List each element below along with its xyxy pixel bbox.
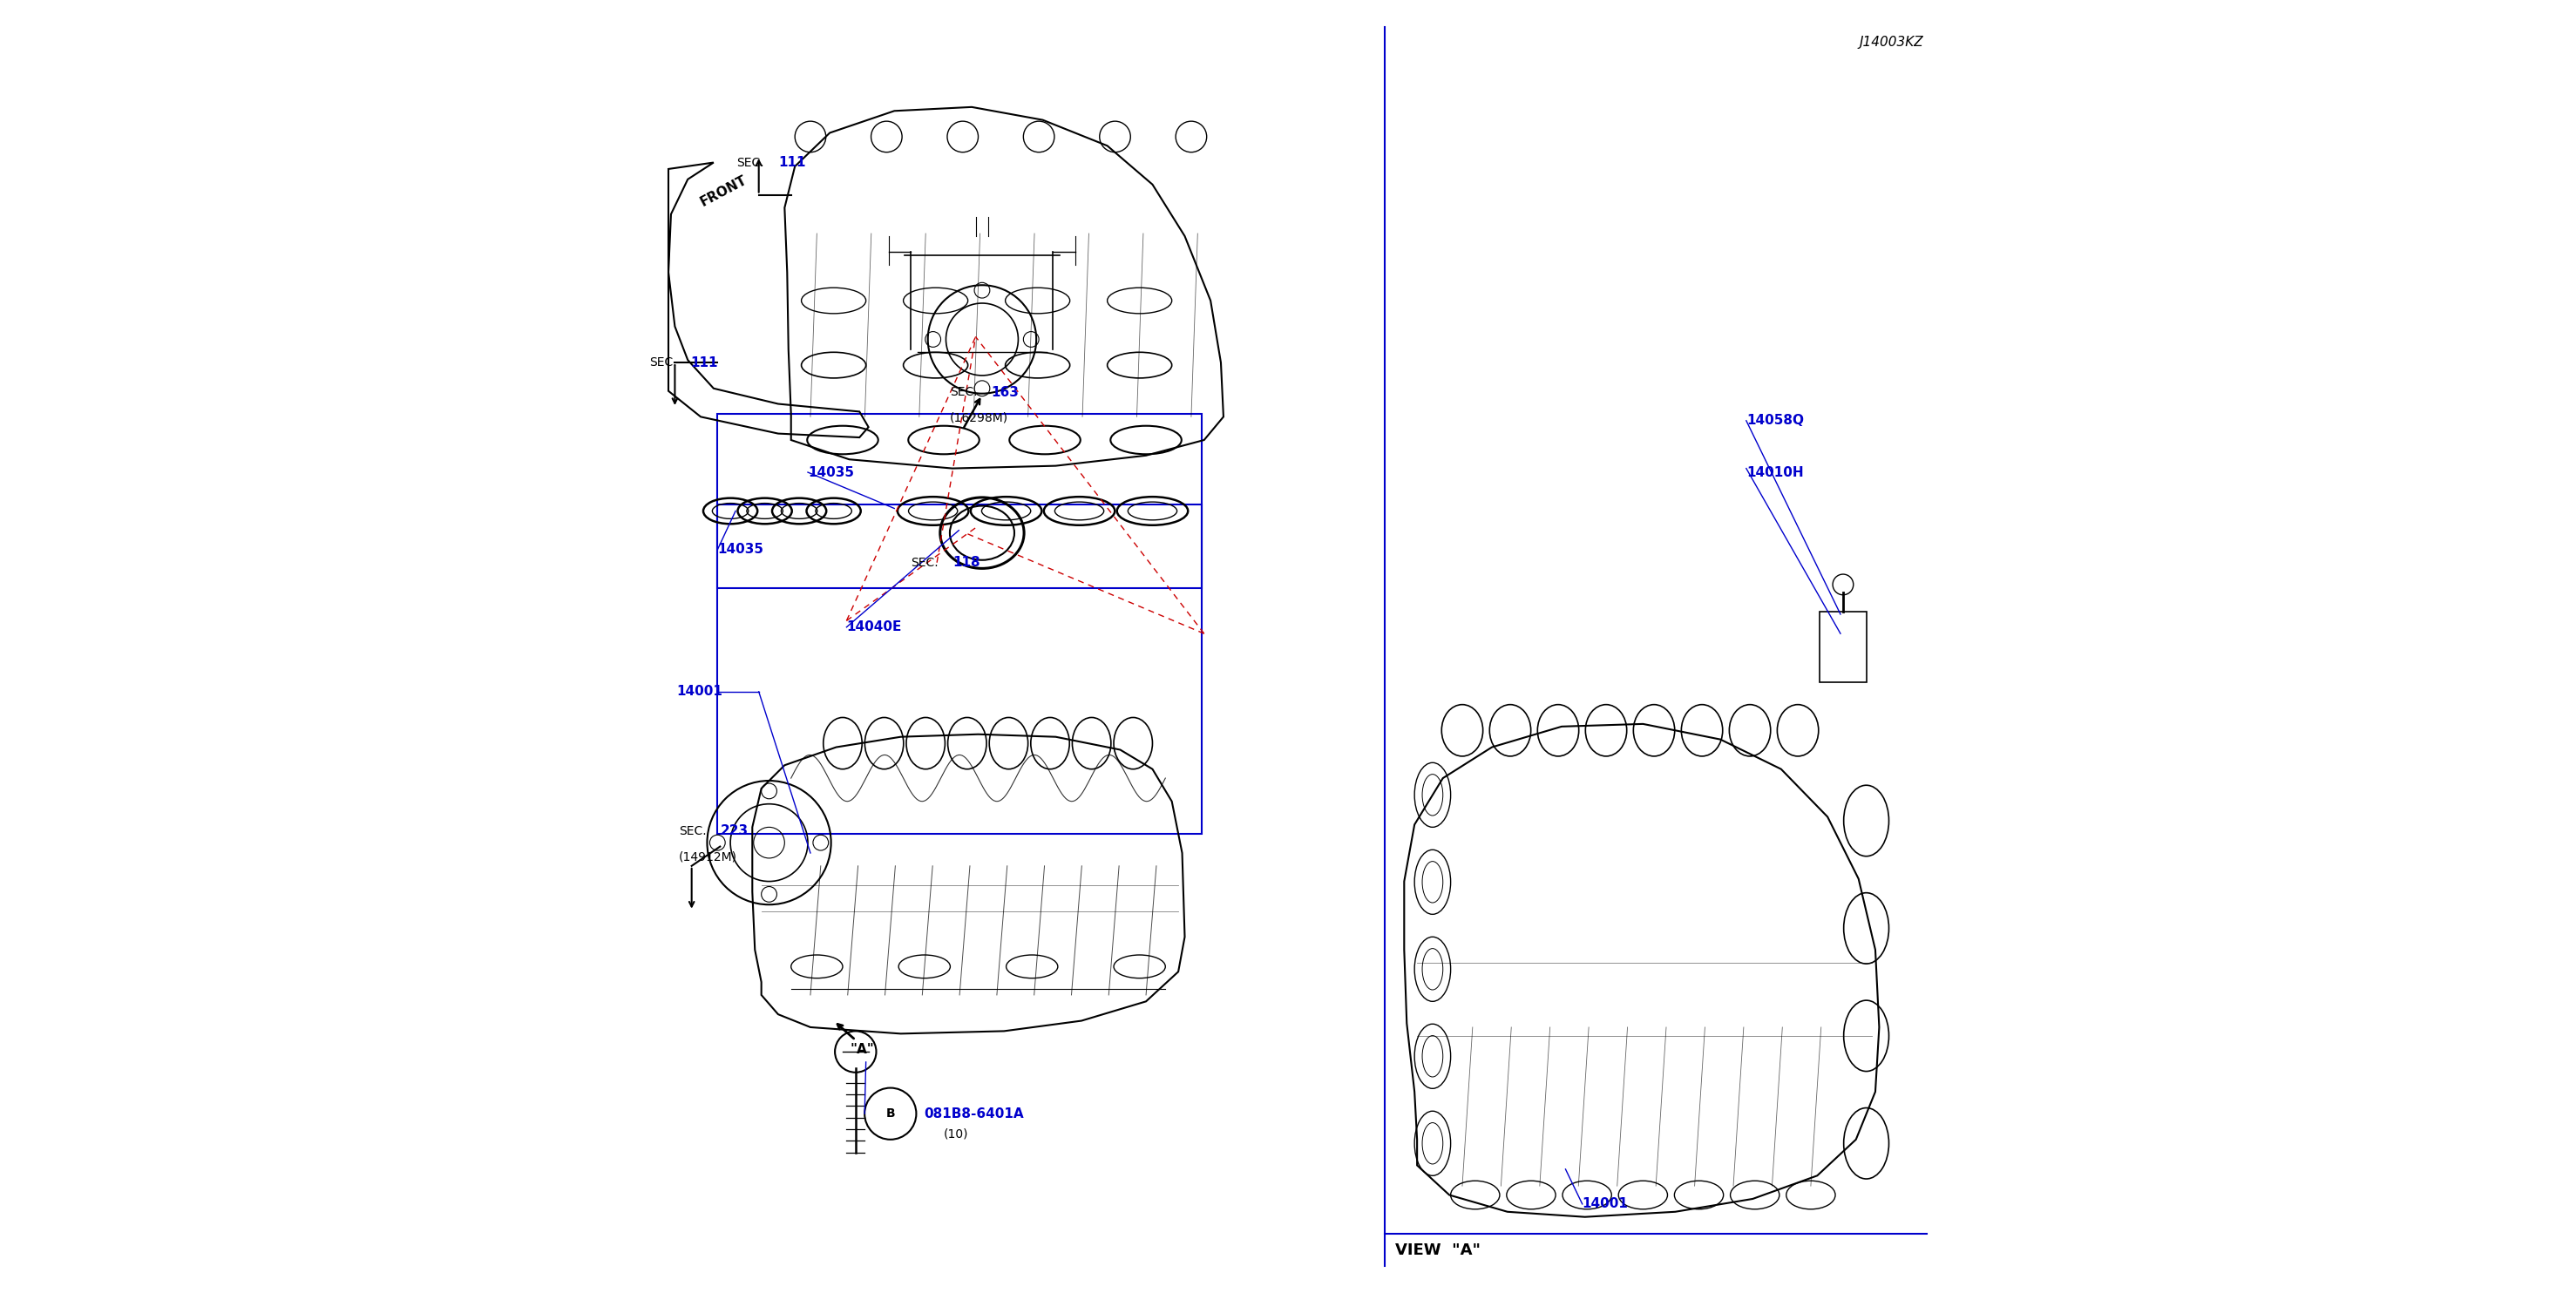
Bar: [719, 504, 1200, 834]
Text: SEC.: SEC.: [737, 156, 765, 168]
Text: SEC.: SEC.: [677, 825, 706, 837]
Text: 14058Q: 14058Q: [1747, 414, 1803, 427]
Text: 14040E: 14040E: [848, 621, 902, 634]
Text: 163: 163: [992, 385, 1020, 398]
Text: 14010H: 14010H: [1747, 465, 1803, 478]
Text: (10): (10): [943, 1129, 969, 1140]
Text: 14035: 14035: [809, 465, 855, 478]
Text: 223: 223: [721, 825, 747, 838]
Bar: [1819, 612, 1865, 683]
Text: "A": "A": [850, 1042, 873, 1055]
Text: FRONT: FRONT: [698, 173, 750, 208]
Text: 118: 118: [953, 556, 979, 569]
Text: J14003KZ: J14003KZ: [1860, 36, 1924, 49]
Bar: [719, 414, 1200, 588]
Text: VIEW  "A": VIEW "A": [1396, 1243, 1481, 1258]
Text: 14001: 14001: [675, 685, 721, 698]
Text: 14035: 14035: [719, 543, 762, 556]
Text: B: B: [886, 1108, 894, 1120]
Text: 14001: 14001: [1582, 1197, 1628, 1210]
Text: (14912M): (14912M): [677, 851, 737, 862]
Text: 081B8-6401A: 081B8-6401A: [925, 1107, 1023, 1120]
Text: SEC.: SEC.: [649, 357, 677, 369]
Text: SEC.: SEC.: [912, 556, 938, 569]
Text: 111: 111: [778, 156, 806, 169]
Text: (16298M): (16298M): [951, 412, 1007, 424]
Text: 111: 111: [690, 356, 719, 369]
Text: SEC.: SEC.: [951, 387, 976, 398]
